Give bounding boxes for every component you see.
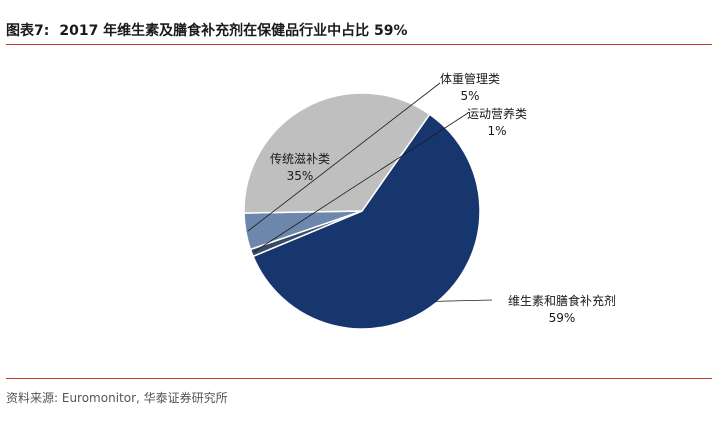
figure-number: 图表7: (6, 23, 50, 39)
leader-line-sports-nutrition (253, 112, 469, 253)
source-note: 资料来源: Euromonitor, 华泰证券研究所 (6, 391, 228, 405)
slice-label-traditional-tonic: 传统滋补类 (270, 151, 330, 166)
slice-value-weight-management: 5% (460, 89, 479, 103)
title-divider (6, 44, 712, 45)
slice-value-sports-nutrition: 1% (487, 124, 506, 138)
source-divider (6, 378, 712, 379)
leader-line-weight-management (247, 82, 441, 232)
slice-label-weight-management: 体重管理类 (440, 71, 500, 86)
slice-label-sports-nutrition: 运动营养类 (467, 106, 527, 121)
slice-value-traditional-tonic: 35% (287, 169, 314, 183)
pie-slice-vitamin-supplement (252, 113, 481, 330)
leader-line-vitamin-supplement (434, 299, 493, 302)
pie-slice-traditional-tonic (243, 92, 431, 214)
slice-value-vitamin-supplement: 59% (549, 311, 576, 325)
slice-label-vitamin-supplement: 维生素和膳食补充剂 (508, 293, 616, 308)
chart-title: 图表7: 2017 年维生素及膳食补充剂在保健品行业中占比 59% (6, 20, 408, 40)
chart-title-text: 2017 年维生素及膳食补充剂在保健品行业中占比 59% (59, 23, 408, 39)
